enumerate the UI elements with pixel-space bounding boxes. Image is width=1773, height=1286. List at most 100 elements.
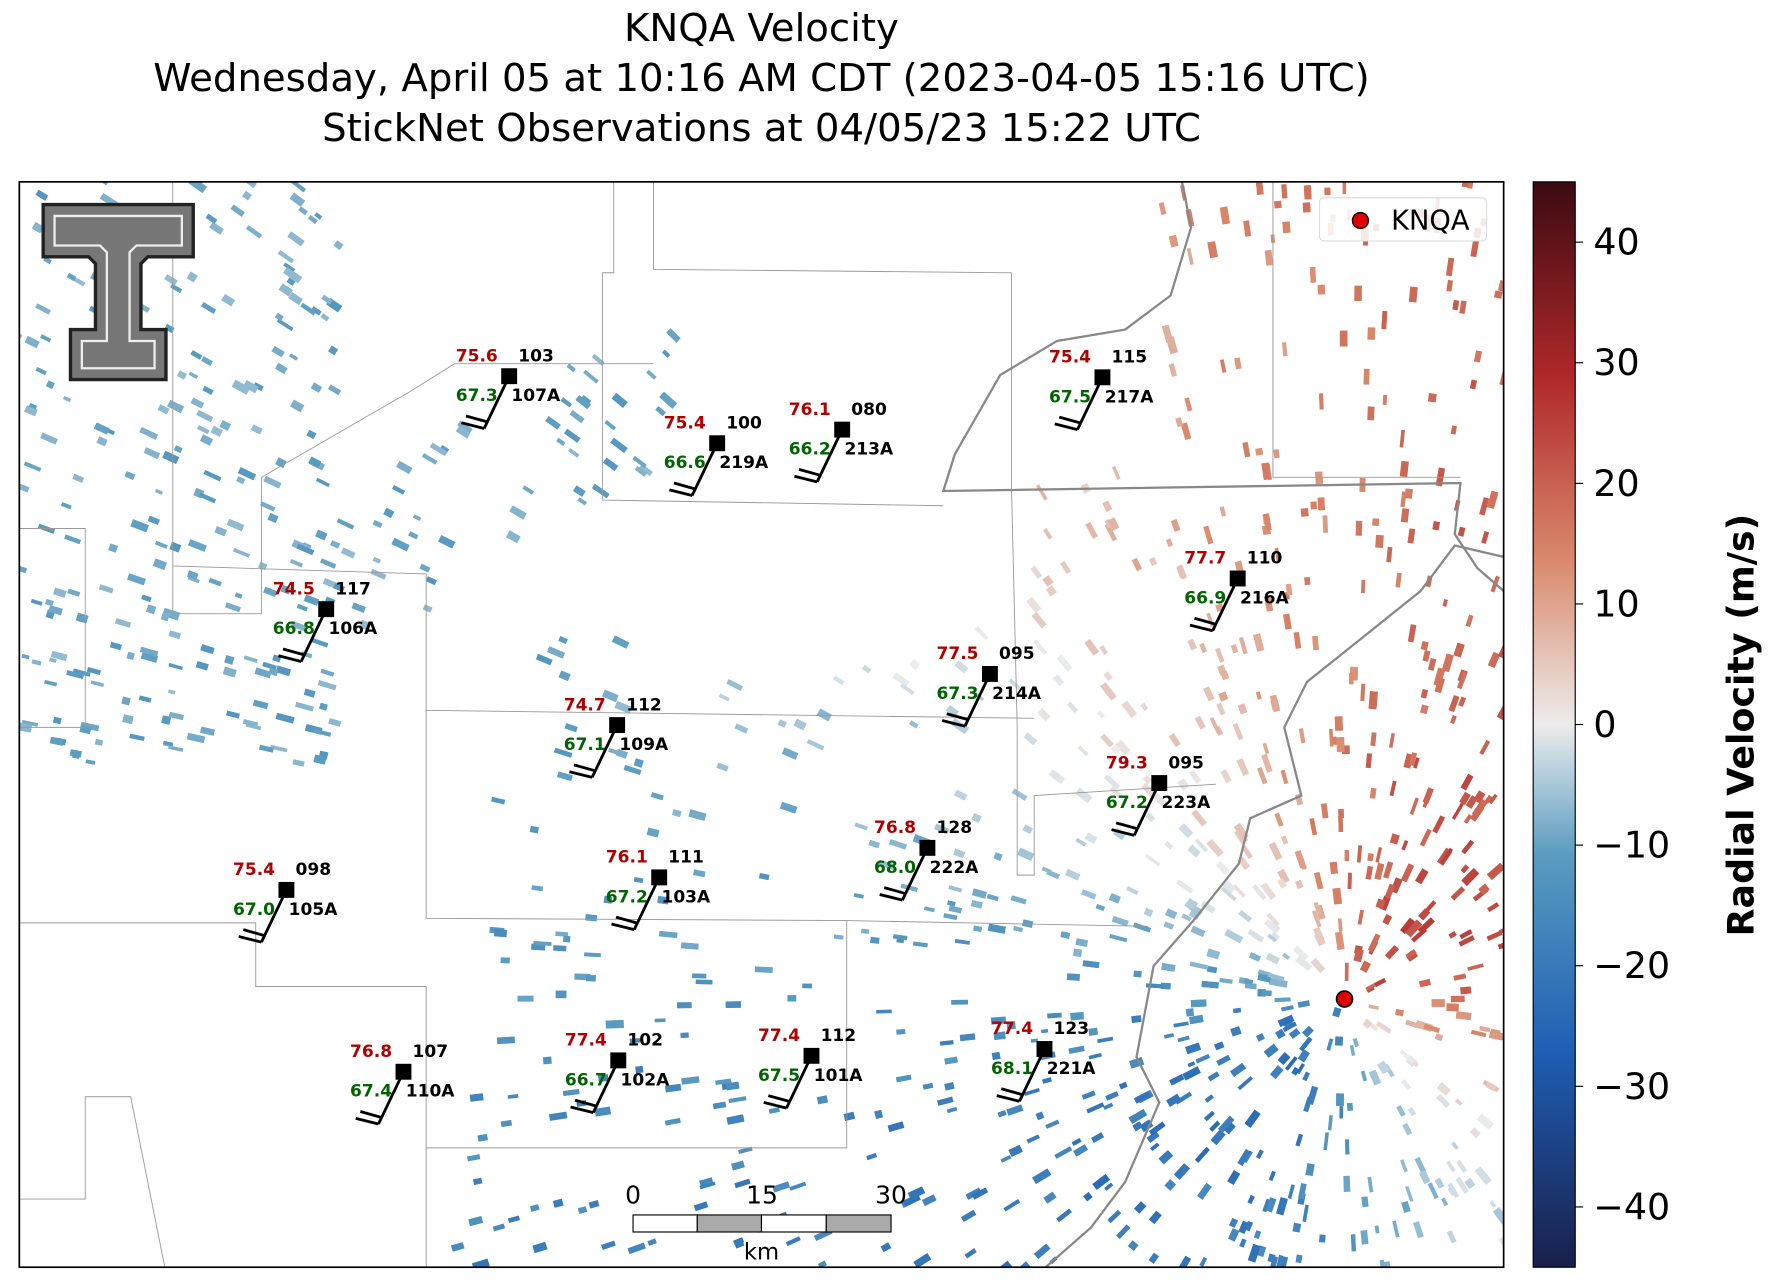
radar-pixel bbox=[1043, 1191, 1057, 1204]
radar-pixel bbox=[1209, 717, 1221, 734]
radar-pixel bbox=[168, 711, 184, 721]
radar-pixel bbox=[1084, 832, 1098, 845]
radar-pixel bbox=[1218, 691, 1229, 702]
radar-pixel bbox=[611, 635, 630, 649]
radar-pixel bbox=[1127, 1240, 1139, 1251]
radar-pixel bbox=[340, 547, 356, 559]
radar-pixel bbox=[35, 366, 47, 376]
radar-pixel bbox=[1388, 732, 1396, 748]
radar-pixel bbox=[1132, 1121, 1143, 1132]
radar-pixel bbox=[1368, 691, 1378, 710]
radar-pixel bbox=[19, 563, 27, 574]
radar-pixel bbox=[143, 447, 161, 460]
wind-barb bbox=[879, 893, 903, 902]
radar-pixel bbox=[731, 1160, 745, 1171]
radar-pixel bbox=[1461, 839, 1475, 855]
radar-pixel bbox=[1298, 728, 1306, 744]
radar-pixel bbox=[1269, 931, 1281, 942]
radar-pixel bbox=[1187, 1069, 1199, 1078]
radar-pixel bbox=[1451, 802, 1464, 820]
station-dewpoint: 66.6 bbox=[664, 453, 706, 473]
radar-pixel bbox=[1104, 523, 1118, 542]
radar-pixel bbox=[1203, 525, 1214, 545]
radar-pixel bbox=[1374, 978, 1387, 987]
radar-pixel bbox=[289, 399, 305, 413]
radar-pixel bbox=[937, 1096, 954, 1106]
radar-pixel bbox=[1399, 429, 1405, 448]
radar-pixel bbox=[372, 556, 382, 564]
radar-pixel bbox=[1177, 778, 1190, 791]
radar-pixel bbox=[1338, 918, 1343, 932]
radar-pixel bbox=[726, 1114, 745, 1125]
scale-unit: km bbox=[744, 1239, 779, 1265]
radar-pixel bbox=[1463, 813, 1473, 824]
radar-pixel bbox=[533, 941, 552, 946]
wind-barb bbox=[632, 876, 661, 931]
radar-pixel bbox=[1498, 927, 1504, 935]
radar-pixel bbox=[187, 539, 207, 552]
radar-pixel bbox=[167, 399, 185, 414]
radar-pixel bbox=[1302, 1025, 1314, 1038]
radar-pixel bbox=[868, 839, 880, 849]
radar-pixel bbox=[1457, 526, 1466, 537]
radar-pixel bbox=[1436, 1093, 1451, 1108]
station-code: 107 bbox=[413, 1042, 449, 1062]
radar-pixel bbox=[586, 974, 596, 982]
wind-barb bbox=[1000, 1087, 1023, 1096]
radar-pixel bbox=[1088, 1053, 1102, 1060]
radar-pixel bbox=[1013, 926, 1024, 933]
radar-pixel bbox=[1408, 752, 1417, 766]
radar-pixel bbox=[500, 1119, 513, 1128]
radar-pixel bbox=[21, 719, 38, 727]
radar-pixel bbox=[168, 662, 183, 671]
radar-pixel bbox=[66, 670, 85, 680]
radar-pixel bbox=[1295, 955, 1313, 972]
radar-pixel bbox=[62, 395, 72, 403]
radar-pixel bbox=[170, 283, 183, 294]
radar-pixel bbox=[1164, 841, 1174, 850]
radar-pixel bbox=[1446, 1230, 1457, 1244]
radar-pixel bbox=[699, 1181, 716, 1190]
station-id: 214A bbox=[992, 684, 1042, 704]
radar-pixel bbox=[535, 653, 553, 666]
radar-pixel bbox=[1109, 934, 1128, 943]
radar-pixel bbox=[75, 612, 89, 624]
radar-pixel bbox=[1043, 527, 1053, 540]
radar-pixel bbox=[602, 689, 619, 703]
radar-pixel bbox=[598, 1074, 609, 1082]
radar-pixel bbox=[1367, 933, 1381, 953]
radar-pixel bbox=[24, 404, 38, 417]
wind-barb bbox=[611, 922, 635, 932]
radar-pixel bbox=[160, 611, 170, 622]
radar-pixel bbox=[1174, 1091, 1193, 1105]
radar-pixel bbox=[1118, 1081, 1128, 1090]
wind-barb bbox=[615, 915, 637, 925]
station-dewpoint: 67.3 bbox=[456, 386, 498, 406]
radar-pixel bbox=[138, 695, 152, 703]
radar-pixel bbox=[693, 1201, 709, 1212]
radar-pixel bbox=[1418, 908, 1431, 921]
radar-pixel bbox=[909, 658, 921, 671]
radar-pixel bbox=[267, 512, 279, 524]
radar-pixel bbox=[1190, 999, 1207, 1008]
radar-pixel bbox=[658, 930, 678, 939]
radar-pixel bbox=[1268, 1170, 1276, 1182]
radar-pixel bbox=[1256, 1149, 1264, 1159]
station-temp: 79.3 bbox=[1106, 753, 1148, 773]
radar-pixel bbox=[1000, 1155, 1012, 1163]
radar-pixel bbox=[237, 467, 256, 481]
radar-pixel bbox=[1257, 766, 1268, 785]
radar-pixel bbox=[492, 1223, 506, 1232]
radar-pixel bbox=[333, 582, 345, 592]
station-marker bbox=[609, 717, 626, 734]
radar-pixel bbox=[1070, 1011, 1085, 1021]
station-marker bbox=[651, 869, 668, 886]
radar-pixel bbox=[1187, 638, 1197, 651]
radar-pixel bbox=[1066, 973, 1081, 981]
radar-pixel bbox=[226, 710, 240, 719]
radar-pixel bbox=[209, 221, 224, 235]
radar-pixel bbox=[421, 453, 438, 465]
radar-pixel bbox=[974, 626, 989, 641]
radar-pixel bbox=[1111, 915, 1129, 927]
radar-pixel bbox=[876, 1009, 892, 1014]
